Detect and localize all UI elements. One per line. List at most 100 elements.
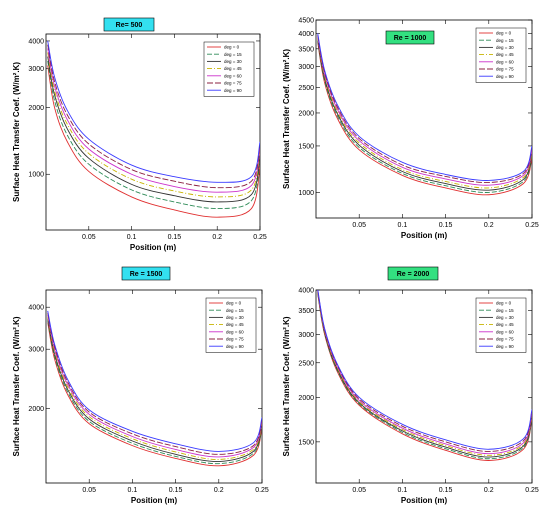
legend-entry-deg-0: deg = 0 <box>496 31 512 36</box>
legend-entry-deg-60: deg = 60 <box>224 73 242 78</box>
legend-box <box>475 27 527 83</box>
x-tick-label: 0.25 <box>255 487 269 494</box>
y-tick-label: 1000 <box>298 190 314 197</box>
re-badge <box>103 17 155 32</box>
x-tick-label: 0.2 <box>212 234 222 241</box>
legend-entry-deg-0: deg = 0 <box>496 301 512 306</box>
legend-entry-deg-75: deg = 75 <box>224 81 242 86</box>
x-tick-label: 0.05 <box>82 487 96 494</box>
series-line-deg-30 <box>317 39 532 191</box>
x-tick-label: 0.1 <box>398 487 408 494</box>
legend-entry-deg-15: deg = 15 <box>496 38 514 43</box>
legend: deg = 0 deg = 15 deg = 30 deg = 45 deg = 60 d… <box>475 297 527 353</box>
legend-entry-deg-75: deg = 75 <box>226 337 244 342</box>
re-badge <box>121 266 171 281</box>
plot-frame <box>315 289 533 484</box>
legend-entry-deg-15: deg = 15 <box>224 52 242 57</box>
chart-panel-4: 0.05 0.1 0.15 0.2 0.25 1500 2000 2500 3000 3500 40… <box>282 266 539 505</box>
series-line-deg-0 <box>317 42 532 196</box>
chart-panel-1: 0.05 0.1 0.15 0.2 0.25 1000 2000 3000 4000 Positi… <box>12 17 267 252</box>
legend-entry-deg-75: deg = 75 <box>496 337 514 342</box>
legend-entry-deg-90: deg = 90 <box>226 344 244 349</box>
x-tick-label: 0.15 <box>168 234 182 241</box>
series-line-deg-75 <box>317 34 532 183</box>
series-line-deg-75 <box>47 44 260 189</box>
legend-entry-deg-90: deg = 90 <box>224 88 242 93</box>
chart-title: Re = 1000 <box>394 35 427 42</box>
x-tick-label: 0.15 <box>439 222 453 229</box>
plot-frame <box>45 289 263 484</box>
legend-entry-deg-45: deg = 45 <box>226 322 244 327</box>
y-tick-label: 1500 <box>298 439 314 446</box>
series-line-deg-45 <box>47 52 260 198</box>
legend-entry-deg-30: deg = 30 <box>496 315 514 320</box>
plot-frame <box>45 33 261 231</box>
series-line-deg-60 <box>47 48 260 193</box>
legend-entry-deg-15: deg = 15 <box>226 308 244 313</box>
y-tick-label: 3000 <box>28 66 44 73</box>
y-tick-label: 4000 <box>298 31 314 38</box>
series-line-deg-60 <box>47 314 262 458</box>
chart-title: Re = 2000 <box>397 271 430 278</box>
legend-entry-deg-60: deg = 60 <box>496 59 514 64</box>
y-tick-label: 1500 <box>298 143 314 150</box>
y-axis-label: Surface Heat Transfer Coef. (W/m².K) <box>282 49 291 189</box>
legend-entry-deg-45: deg = 45 <box>224 66 242 71</box>
x-tick-label: 0.1 <box>128 487 138 494</box>
series-line-deg-90 <box>317 290 532 450</box>
series-line-deg-0 <box>47 65 260 218</box>
y-tick-label: 3500 <box>298 308 314 315</box>
y-axis-label: Surface Heat Transfer Coef. (W/m².K) <box>12 316 21 456</box>
x-tick-label: 0.25 <box>525 222 539 229</box>
legend: deg = 0 deg = 15 deg = 30 deg = 45 deg = 60 d… <box>203 41 255 97</box>
y-tick-label: 3000 <box>28 347 44 354</box>
chart-panel-2: 0.05 0.1 0.15 0.2 0.25 1000 1500 2000 2500 3000 35… <box>282 18 539 241</box>
x-tick-label: 0.2 <box>214 487 224 494</box>
chart-panel-3: 0.05 0.1 0.15 0.2 0.25 2000 3000 4000 Position (… <box>12 266 269 505</box>
series-group <box>317 290 532 461</box>
legend-entry-deg-45: deg = 45 <box>496 322 514 327</box>
legend-entry-deg-30: deg = 30 <box>224 59 242 64</box>
re-badge <box>385 30 435 45</box>
legend: deg = 0 deg = 15 deg = 30 deg = 45 deg = 60 d… <box>475 27 527 83</box>
x-tick-label: 0.05 <box>352 487 366 494</box>
x-tick-label: 0.25 <box>253 234 267 241</box>
plot-frame <box>315 19 533 219</box>
x-axis-label: Position (m) <box>131 496 178 505</box>
x-tick-label: 0.2 <box>484 487 494 494</box>
series-group <box>47 310 262 467</box>
legend: deg = 0 deg = 15 deg = 30 deg = 45 deg = 60 d… <box>205 297 257 353</box>
chart-title: Re= 500 <box>116 22 143 29</box>
y-tick-label: 4000 <box>298 288 314 295</box>
series-line-deg-30 <box>47 318 262 462</box>
y-tick-label: 2000 <box>298 110 314 117</box>
y-tick-label: 3000 <box>298 332 314 339</box>
y-axis-label: Surface Heat Transfer Coef. (W/m².K) <box>282 316 291 456</box>
series-line-deg-15 <box>317 40 532 193</box>
x-tick-label: 0.15 <box>169 487 183 494</box>
y-tick-label: 2000 <box>28 406 44 413</box>
x-axis-label: Position (m) <box>130 243 177 252</box>
legend-entry-deg-45: deg = 45 <box>496 52 514 57</box>
chart-title: Re = 1500 <box>130 271 163 278</box>
y-tick-label: 2000 <box>28 105 44 112</box>
y-tick-label: 2500 <box>298 85 314 92</box>
legend-box <box>475 297 527 353</box>
x-tick-label: 0.1 <box>398 222 408 229</box>
series-line-deg-75 <box>47 312 262 455</box>
series-line-deg-90 <box>47 310 262 452</box>
legend-entry-deg-90: deg = 90 <box>496 344 514 349</box>
legend-box <box>205 297 257 353</box>
x-tick-label: 0.05 <box>352 222 366 229</box>
legend-entry-deg-30: deg = 30 <box>226 315 244 320</box>
x-tick-label: 0.25 <box>525 487 539 494</box>
x-tick-label: 0.05 <box>82 234 96 241</box>
series-line-deg-45 <box>317 37 532 189</box>
legend-entry-deg-75: deg = 75 <box>496 67 514 72</box>
y-tick-label: 2000 <box>298 395 314 402</box>
legend-entry-deg-90: deg = 90 <box>496 74 514 79</box>
series-line-deg-15 <box>47 60 260 209</box>
legend-entry-deg-15: deg = 15 <box>496 308 514 313</box>
y-tick-label: 4000 <box>28 305 44 312</box>
series-group <box>47 40 260 218</box>
